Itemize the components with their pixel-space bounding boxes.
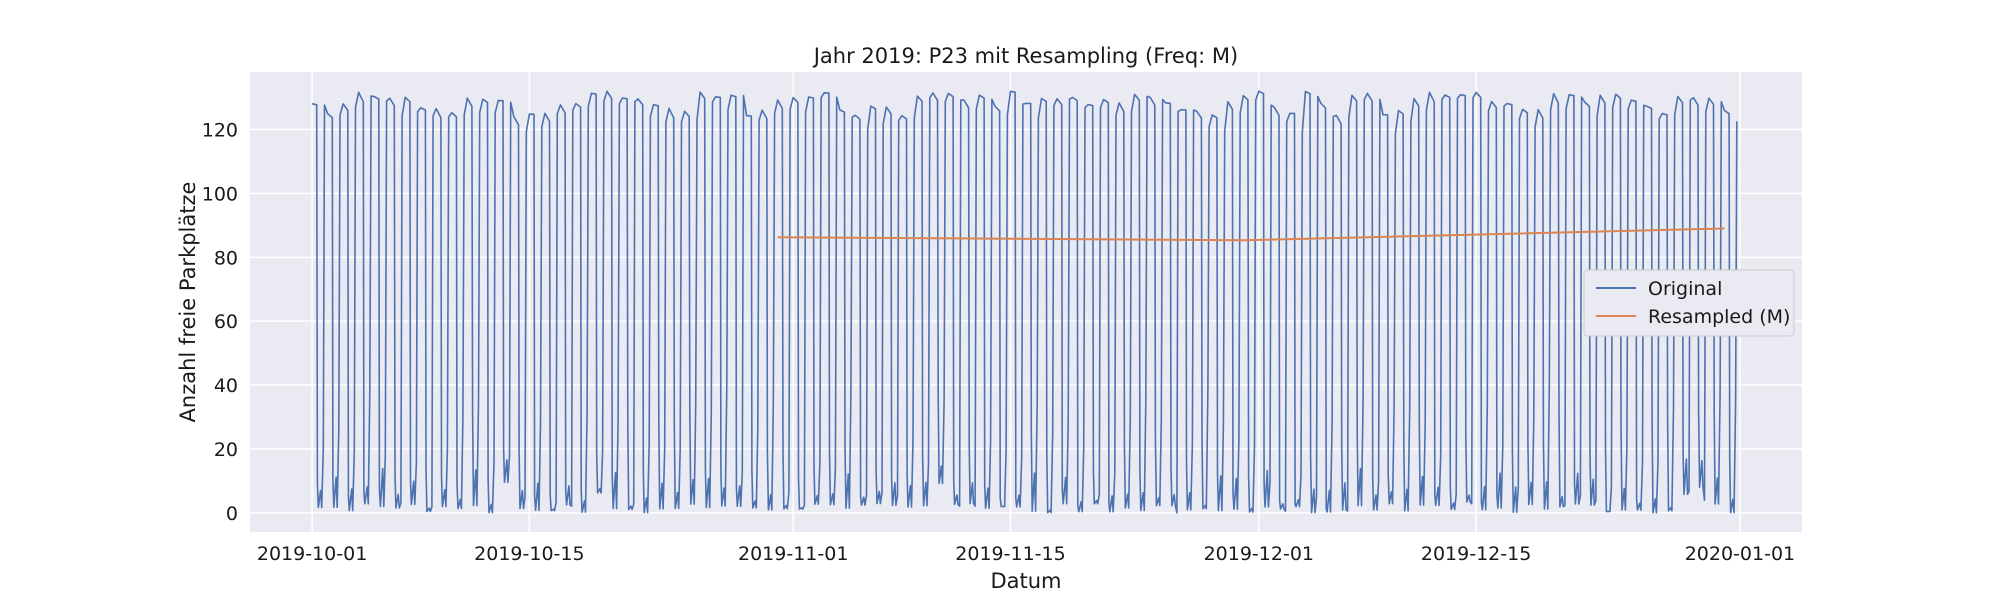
y-tick-label: 0 bbox=[226, 503, 238, 525]
x-tick-label: 2020-01-01 bbox=[1685, 543, 1795, 565]
x-tick-label: 2019-12-01 bbox=[1204, 543, 1314, 565]
legend-label-original: Original bbox=[1648, 278, 1722, 300]
tick-layer: 2019-10-01 2019-10-15 2019-11-01 2019-11-15… bbox=[202, 120, 1795, 566]
y-tick-label: 60 bbox=[214, 311, 238, 333]
legend: Original Resampled (M) bbox=[1583, 269, 1795, 337]
series-line-original bbox=[311, 90, 1738, 514]
y-tick-label: 40 bbox=[214, 375, 238, 397]
x-tick-label: 2019-11-15 bbox=[955, 543, 1065, 565]
y-tick-label: 120 bbox=[202, 120, 238, 142]
x-tick-label: 2019-11-01 bbox=[738, 543, 848, 565]
y-axis-label: Anzahl freie Parkplätze bbox=[176, 182, 200, 423]
legend-label-resampled: Resampled (M) bbox=[1648, 306, 1790, 328]
x-tick-label: 2019-12-15 bbox=[1421, 543, 1531, 565]
x-tick-label: 2019-10-15 bbox=[474, 543, 584, 565]
plot-background bbox=[250, 72, 1802, 532]
y-tick-label: 20 bbox=[214, 439, 238, 461]
series-layer bbox=[311, 90, 1738, 514]
legend-box bbox=[1583, 269, 1795, 337]
x-tick-label: 2019-10-01 bbox=[257, 543, 367, 565]
y-tick-label: 80 bbox=[214, 247, 238, 269]
chart-title: Jahr 2019: P23 mit Resampling (Freq: M) bbox=[812, 44, 1239, 68]
y-tick-label: 100 bbox=[202, 183, 238, 205]
x-axis-label: Datum bbox=[990, 569, 1061, 593]
